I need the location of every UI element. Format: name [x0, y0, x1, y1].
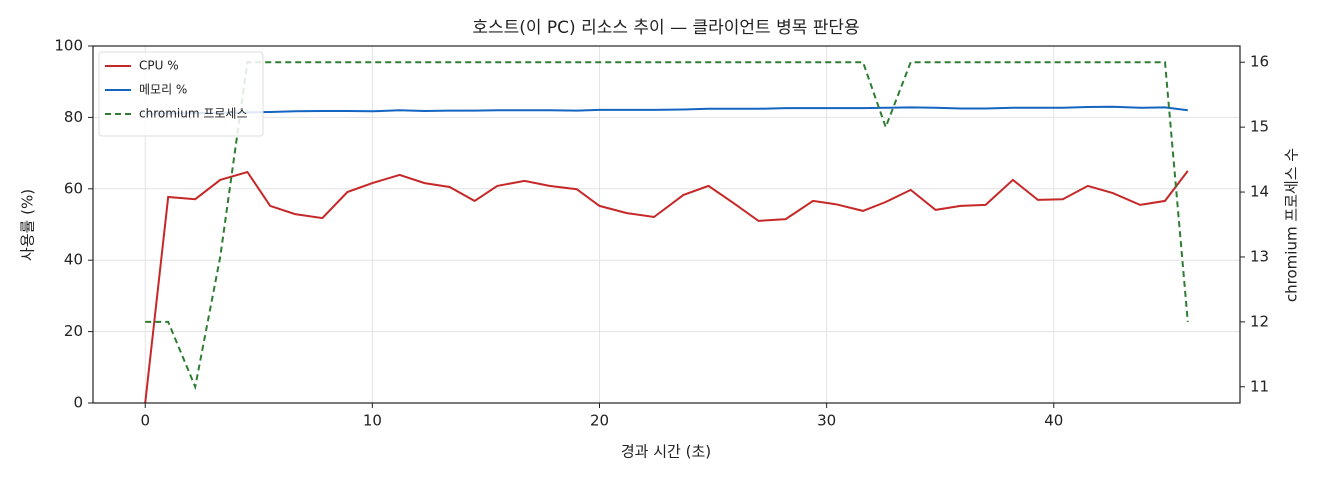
legend-label: chromium 프로세스 [139, 107, 248, 121]
legend-label: CPU % [139, 59, 179, 73]
y-axis-label: 사용률 (%) [19, 189, 37, 261]
y-tick-label: 100 [54, 37, 83, 55]
y2-axis-label: chromium 프로세스 수 [1283, 148, 1301, 302]
x-tick-label: 0 [140, 412, 150, 430]
y-tick-label: 60 [64, 179, 83, 197]
x-tick-label: 40 [1044, 412, 1063, 430]
y-tick-label: 80 [64, 108, 83, 126]
y-tick-label: 20 [64, 322, 83, 340]
y2-tick-label: 16 [1250, 53, 1269, 71]
x-axis-label: 경과 시간 (초) [621, 443, 711, 461]
legend: CPU % 메모리 % chromium 프로세스 [98, 51, 264, 137]
legend-label: 메모리 % [139, 83, 187, 97]
x-tick-label: 10 [363, 412, 382, 430]
y2-tick-label: 11 [1250, 377, 1269, 395]
y2-tick-label: 12 [1250, 312, 1269, 330]
plot-frame [92, 45, 1241, 404]
y2-tick-label: 13 [1250, 247, 1269, 265]
y-tick-label: 40 [64, 251, 83, 269]
y2-tick-label: 14 [1250, 183, 1269, 201]
data-line [144, 170, 1189, 404]
data-line [145, 61, 1189, 391]
y-tick-label: 0 [73, 394, 83, 412]
legend-box [98, 51, 264, 137]
x-tick-label: 20 [590, 412, 609, 430]
chart-title: 호스트(이 PC) 리소스 추이 — 클라이언트 병목 판단용 [472, 18, 859, 38]
y2-tick-label: 15 [1250, 118, 1269, 136]
data-line [145, 105, 1188, 115]
x-tick-label: 30 [817, 412, 836, 430]
